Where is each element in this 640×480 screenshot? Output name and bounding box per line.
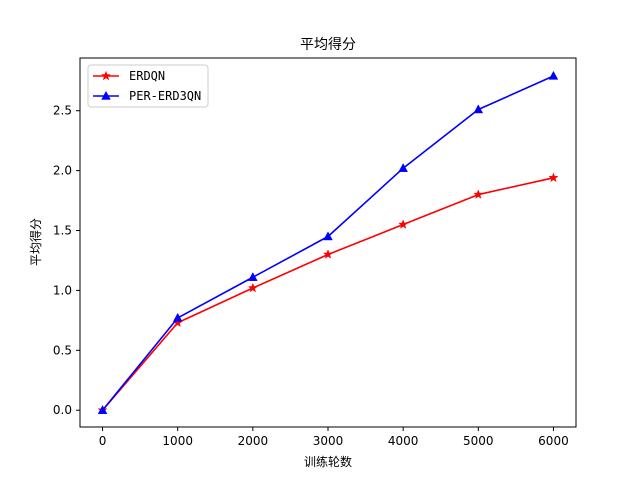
series-1	[97, 172, 559, 415]
data-point	[322, 249, 334, 259]
axes-ticks: 0 1000 2000 3000 4000 5000 6000 0.0 0.5 1.0 1.5 2.0…	[53, 104, 569, 448]
y-tick-label: 2.5	[53, 104, 72, 118]
legend-entry: PER-ERD3QN	[93, 89, 201, 103]
data-point	[172, 312, 183, 322]
data-point	[323, 231, 333, 241]
series-lines	[97, 70, 559, 415]
data-point	[548, 172, 559, 183]
y-tick-label: 1.5	[53, 224, 72, 238]
data-point	[473, 104, 484, 114]
series-line	[101, 177, 554, 411]
y-tick-label: 0.5	[53, 343, 72, 357]
chart-title: 平均得分	[300, 36, 356, 53]
data-point	[398, 219, 409, 229]
series-2	[97, 70, 559, 414]
series-line	[101, 75, 554, 411]
x-axis-label: 训练轮数	[304, 454, 352, 469]
x-tick-label: 4000	[388, 434, 419, 448]
legend-entry: ERDQN	[93, 69, 165, 83]
legend-marker	[100, 70, 112, 81]
data-point	[97, 405, 108, 414]
data-point	[248, 272, 258, 281]
plot-area	[79, 57, 577, 428]
legend-label: PER-ERD3QN	[129, 89, 201, 103]
y-tick-label: 0.0	[53, 403, 72, 417]
legend: ERDQN PER-ERD3QN	[87, 64, 209, 108]
y-tick-label: 1.0	[53, 283, 72, 297]
data-point	[398, 163, 408, 172]
x-tick-label: 1000	[162, 434, 193, 448]
legend-marker	[101, 90, 111, 100]
data-point	[473, 189, 484, 199]
x-tick-label: 5000	[463, 434, 494, 448]
x-tick-label: 6000	[538, 434, 569, 448]
x-tick-label: 2000	[238, 434, 269, 448]
x-tick-label: 0	[99, 434, 107, 448]
legend-label: ERDQN	[129, 69, 165, 83]
data-point	[247, 282, 258, 293]
data-point	[548, 70, 559, 80]
y-tick-label: 2.0	[53, 164, 72, 178]
x-tick-label: 3000	[313, 434, 344, 448]
y-axis-label: 平均得分	[28, 218, 43, 266]
